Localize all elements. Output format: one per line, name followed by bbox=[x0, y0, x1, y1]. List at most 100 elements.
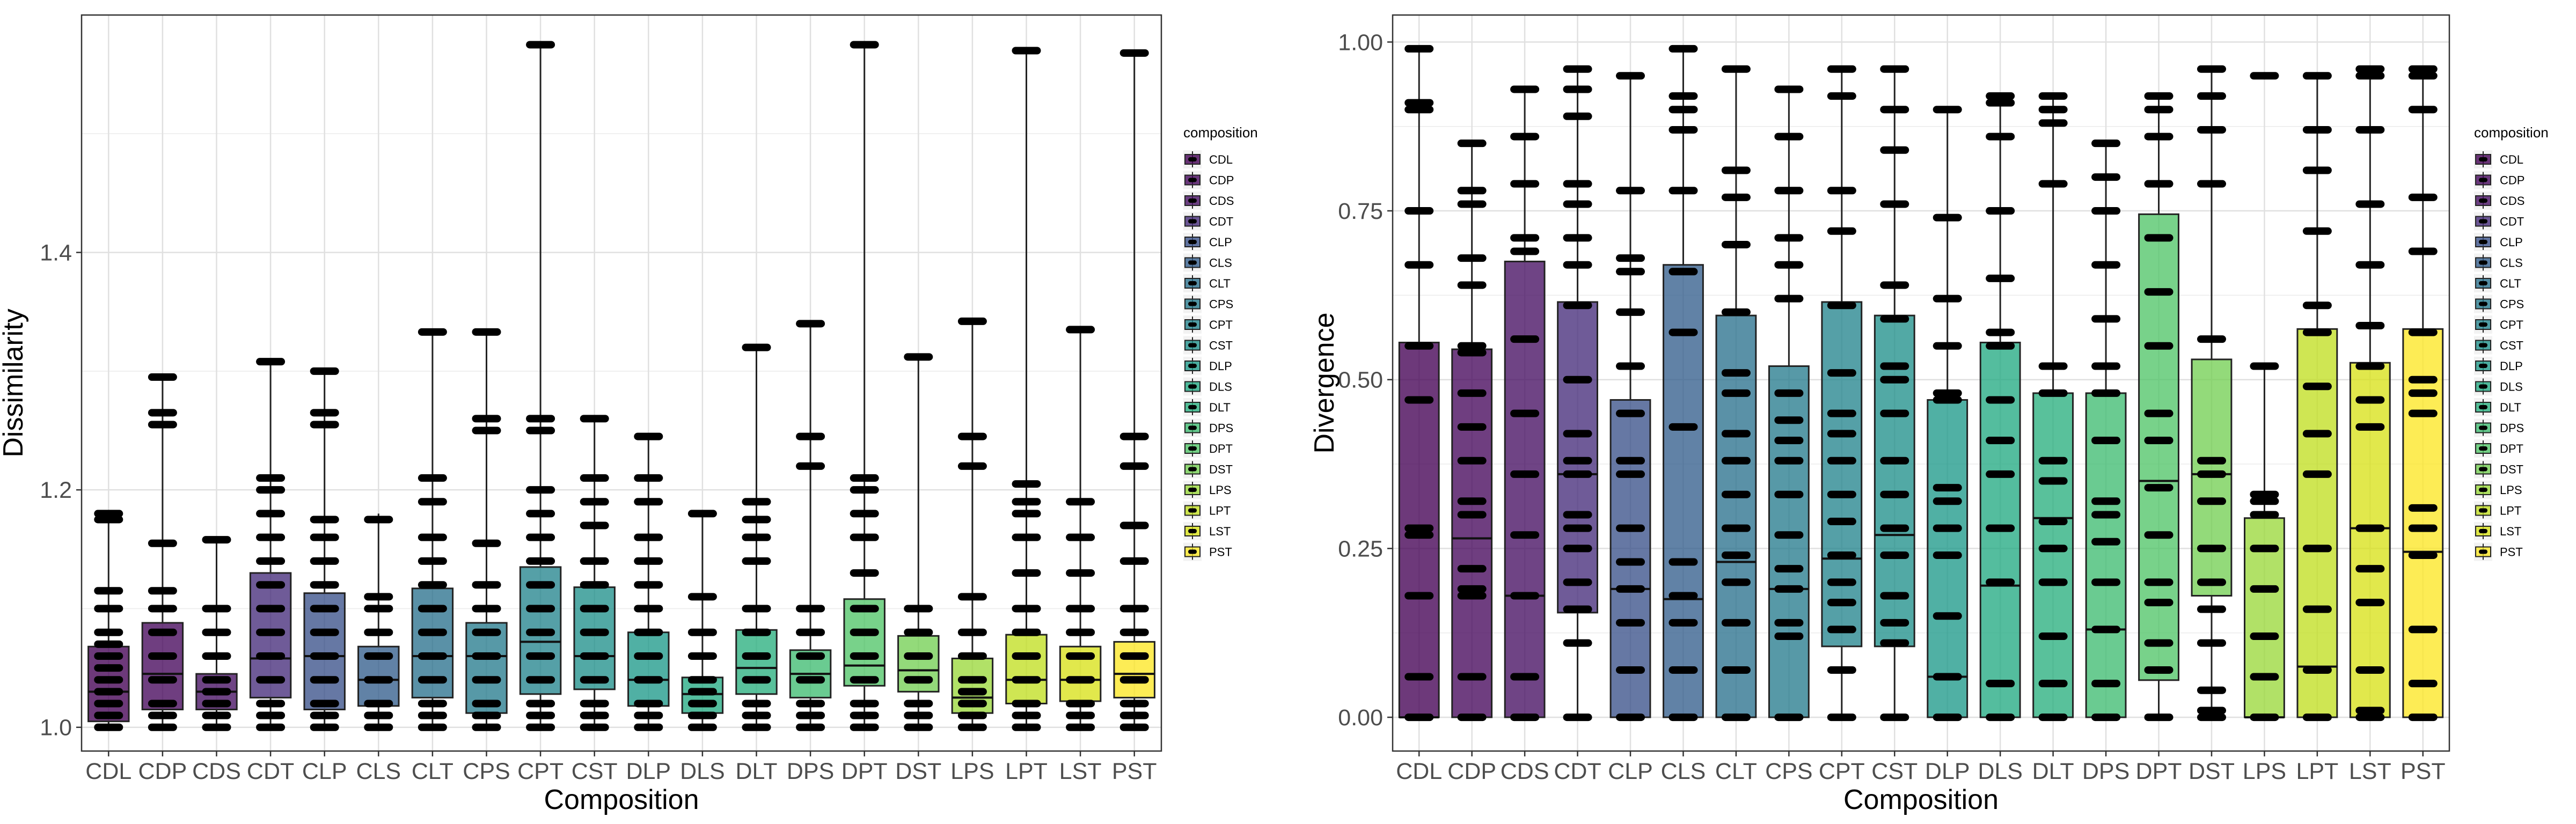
x-axis: CDL CDP CDS CDT CLP CLS CLT CPS CPT CST DLP DLS DLT D… bbox=[85, 751, 1157, 784]
data-point bbox=[1012, 700, 1041, 708]
data-point bbox=[2250, 585, 2279, 593]
data-point bbox=[634, 432, 663, 440]
data-point bbox=[202, 652, 231, 660]
data-point bbox=[1616, 254, 1645, 262]
data-point bbox=[1457, 585, 1487, 593]
data-point bbox=[2144, 180, 2174, 188]
data-point bbox=[310, 581, 339, 589]
x-axis: CDL CDP CDS CDT CLP CLS CLT CPS CPT CST DLP DLS DLT D… bbox=[1396, 751, 2446, 784]
data-point bbox=[1986, 92, 2015, 100]
data-point bbox=[1510, 531, 1540, 539]
data-point bbox=[2250, 545, 2279, 553]
legend-key bbox=[1183, 377, 1202, 396]
data-point bbox=[202, 628, 231, 636]
data-point bbox=[1066, 498, 1095, 506]
data-point bbox=[2091, 315, 2121, 323]
data-point bbox=[472, 426, 501, 435]
data-point bbox=[1563, 261, 1592, 269]
legend-label: CDP bbox=[1209, 174, 1234, 187]
data-point bbox=[580, 628, 609, 636]
legend-label: DLS bbox=[2500, 380, 2523, 394]
data-point bbox=[1066, 652, 1095, 660]
data-point bbox=[1774, 416, 1804, 424]
data-point bbox=[1986, 133, 2015, 141]
data-point bbox=[2355, 200, 2385, 208]
data-point bbox=[2091, 680, 2121, 688]
data-point bbox=[2144, 234, 2174, 242]
legend-label: DLP bbox=[1209, 359, 1232, 373]
x-tick-label: LPT bbox=[2296, 759, 2338, 784]
legend-label: LST bbox=[2500, 525, 2521, 538]
box-CPT bbox=[1821, 301, 1863, 648]
data-point bbox=[2197, 545, 2226, 553]
data-point bbox=[418, 711, 447, 719]
data-point bbox=[2355, 362, 2385, 370]
data-point bbox=[2355, 261, 2385, 269]
data-point bbox=[418, 676, 447, 684]
data-point bbox=[472, 676, 501, 684]
data-point bbox=[1404, 592, 1434, 600]
data-point bbox=[526, 711, 555, 719]
data-point bbox=[1933, 497, 1962, 505]
data-point bbox=[850, 533, 879, 541]
data-point bbox=[957, 432, 987, 440]
x-tick-label: DLP bbox=[1925, 759, 1970, 784]
data-point bbox=[1012, 628, 1041, 636]
box-CST bbox=[1874, 314, 1915, 648]
data-point bbox=[742, 723, 771, 731]
data-point bbox=[1668, 713, 1698, 722]
panel-border bbox=[1392, 14, 2450, 752]
box-CDS bbox=[1504, 260, 1546, 718]
legend-label: CLT bbox=[1209, 277, 1231, 290]
data-point bbox=[2302, 227, 2332, 235]
data-point bbox=[1774, 457, 1804, 465]
data-point bbox=[580, 474, 609, 482]
x-tick-label: CDP bbox=[1447, 759, 1496, 784]
legend-key bbox=[1183, 542, 1202, 561]
data-point bbox=[1774, 234, 1804, 242]
legend-label: DLS bbox=[1209, 380, 1232, 394]
data-point bbox=[2197, 180, 2226, 188]
data-point bbox=[2355, 713, 2385, 722]
legend-key bbox=[2474, 150, 2492, 168]
box-DLP bbox=[627, 631, 670, 707]
legend-label: LPS bbox=[2500, 483, 2522, 497]
data-point bbox=[1563, 545, 1592, 553]
data-point bbox=[310, 723, 339, 731]
x-tick-label: DLS bbox=[680, 759, 725, 784]
data-point bbox=[1563, 578, 1592, 586]
data-point bbox=[1012, 498, 1041, 506]
data-point bbox=[1986, 470, 2015, 478]
data-point bbox=[1616, 619, 1645, 627]
data-point bbox=[1119, 711, 1149, 719]
box-CDP bbox=[141, 622, 184, 711]
data-point bbox=[580, 711, 609, 719]
data-point bbox=[1066, 628, 1095, 636]
data-point bbox=[310, 557, 339, 565]
legend-key-point bbox=[2479, 301, 2487, 306]
data-point bbox=[256, 605, 286, 613]
legend-key-point bbox=[2479, 281, 2487, 285]
data-point bbox=[2144, 106, 2174, 114]
data-point bbox=[1510, 133, 1540, 141]
data-point bbox=[310, 628, 339, 636]
legend-key bbox=[1183, 481, 1202, 499]
data-point bbox=[2355, 65, 2385, 73]
data-point bbox=[2038, 477, 2068, 485]
legend-title: composition bbox=[2474, 124, 2549, 141]
data-point bbox=[1933, 389, 1962, 397]
data-point bbox=[364, 605, 393, 613]
legend-key bbox=[2474, 192, 2492, 210]
data-point bbox=[418, 581, 447, 589]
data-point bbox=[526, 628, 555, 636]
data-point bbox=[957, 723, 987, 731]
data-point bbox=[687, 593, 717, 601]
data-point bbox=[2144, 288, 2174, 296]
data-point bbox=[1880, 146, 1909, 154]
data-point bbox=[1012, 711, 1041, 719]
data-point bbox=[256, 510, 286, 518]
y-tick-label: 0.00 bbox=[1338, 705, 1383, 731]
data-point bbox=[1457, 200, 1487, 208]
data-point bbox=[256, 652, 286, 660]
data-point bbox=[2355, 396, 2385, 404]
